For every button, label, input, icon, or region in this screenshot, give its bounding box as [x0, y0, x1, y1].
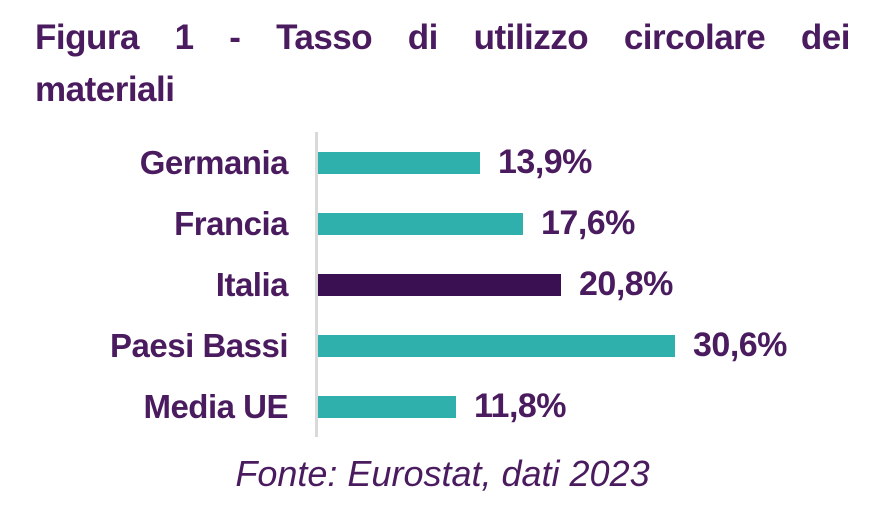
category-label: Germania [139, 143, 289, 181]
baseline-axis [315, 132, 318, 437]
value-label: 11,8% [474, 387, 567, 425]
bar-row: Media UE 11,8% [0, 376, 881, 437]
value-label: 20,8% [579, 265, 673, 303]
bar-row: Paesi Bassi 30,6% [0, 315, 881, 376]
bar-highlighted [318, 273, 561, 296]
category-label: Italia [215, 265, 289, 303]
figure-title-line2: materiali [35, 69, 175, 109]
bar [318, 212, 523, 235]
category-label: Francia [174, 204, 288, 242]
category-label: Paesi Bassi [110, 326, 288, 364]
value-label: 17,6% [541, 204, 635, 242]
bar-chart: Germania 13,9% Francia 17,6% Italia 20,8% Paes… [0, 132, 881, 437]
bar-row: Germania 13,9% [0, 132, 881, 193]
category-label: Media UE [143, 387, 288, 425]
value-label: 13,9% [498, 143, 592, 181]
bar-row: Francia 17,6% [0, 193, 881, 254]
bar [318, 395, 456, 418]
figure-title: Figura 1 - Tasso di utilizzo circolare d… [35, 12, 851, 116]
bar-rows: Germania 13,9% Francia 17,6% Italia 20,8% Paes… [0, 132, 881, 437]
bar [318, 151, 480, 174]
bar [318, 334, 675, 357]
source-caption: Fonte: Eurostat, dati 2023 [235, 453, 650, 494]
value-label: 30,6% [693, 326, 787, 364]
figure-title-line1: Figura 1 - Tasso di utilizzo circolare d… [35, 18, 851, 57]
bar-row: Italia 20,8% [0, 254, 881, 315]
